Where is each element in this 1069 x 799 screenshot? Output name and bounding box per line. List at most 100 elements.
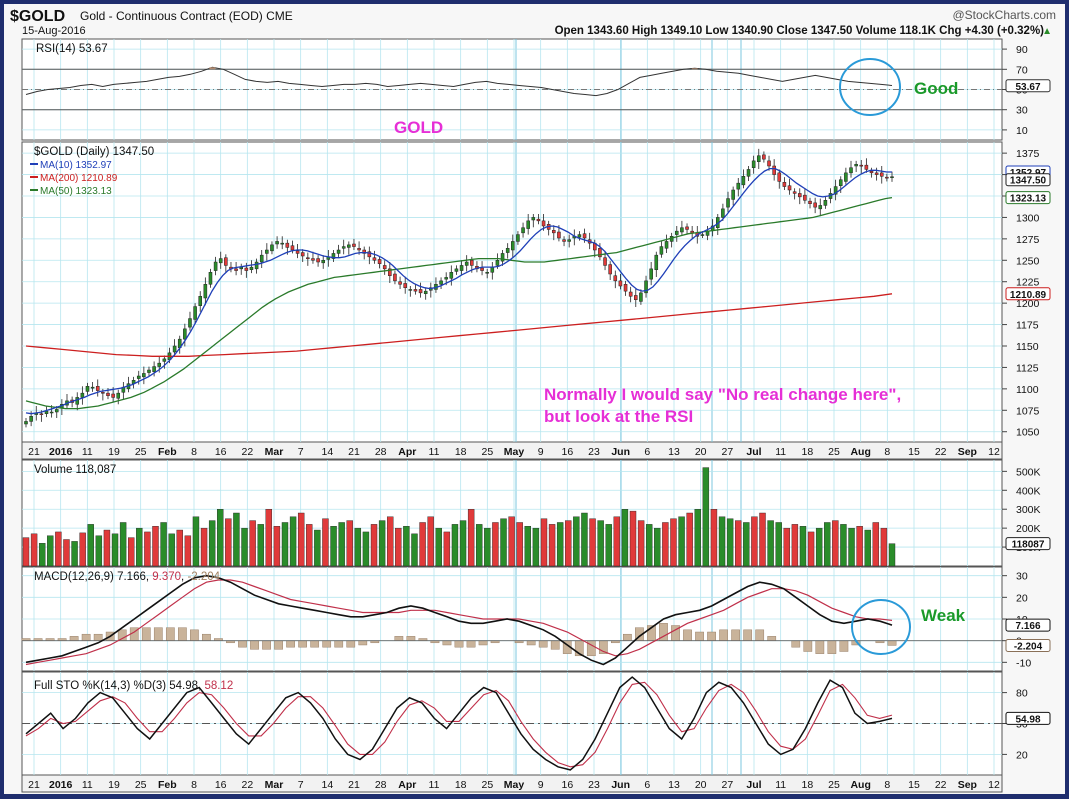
candle-body (864, 164, 869, 170)
date-tick-label: 15 (908, 446, 920, 458)
date-tick-label: 11 (775, 779, 786, 791)
volume-bar (573, 516, 580, 567)
candle-body (495, 260, 500, 266)
candle-body (664, 241, 669, 249)
volume-bar (556, 522, 564, 567)
macd-histogram-bar (526, 640, 536, 646)
candle-body (634, 295, 638, 300)
volume-bar (540, 518, 548, 567)
candle-body (295, 250, 300, 254)
candle-body (818, 205, 823, 210)
volume-bar (451, 524, 459, 567)
volume-bar (346, 520, 353, 567)
date-tick-label: 9 (538, 779, 544, 791)
volume-bar (87, 524, 94, 567)
macd-histogram-bar (623, 633, 632, 641)
macd-histogram-bar (803, 640, 813, 652)
candle-body (116, 392, 121, 399)
macd-histogram-bar (707, 631, 716, 641)
date-tick-label: 21 (348, 446, 360, 458)
candle-body (557, 231, 561, 239)
date-tick-label: Feb (158, 446, 177, 458)
volume-bar (848, 527, 855, 567)
candle-body (275, 241, 279, 245)
candle-body (838, 179, 843, 186)
sto-title: Full STO %K(14,3) %D(3) 54.98, 58.12 (34, 680, 233, 692)
volume-bar (411, 533, 418, 567)
macd-histogram-bar (202, 633, 211, 641)
volume-bar (63, 539, 70, 567)
macd-histogram-bar (93, 633, 103, 641)
candle-body (844, 172, 848, 182)
candle-body (582, 233, 587, 239)
volume-bar (79, 532, 86, 567)
candle-body (782, 182, 787, 187)
date-tick-label: 8 (191, 779, 197, 791)
volume-title: Volume 118,087 (34, 464, 116, 476)
date-tick-label: Aug (850, 446, 870, 458)
macd-histogram-bar (141, 627, 151, 641)
volume-bar (743, 522, 750, 567)
date-tick-label: 7 (298, 446, 304, 458)
candle-body (577, 234, 582, 238)
candle-body (464, 261, 469, 266)
macd-histogram-bar (550, 640, 560, 650)
y-tick-label: 1125 (1016, 362, 1039, 374)
volume-bar (47, 535, 54, 567)
volume-bar (880, 527, 888, 567)
date-tick-label: 18 (801, 446, 813, 458)
candle-body (772, 165, 776, 175)
candle-body (157, 362, 162, 367)
chart-frame: $GOLD Gold - Continuous Contract (EOD) C… (4, 4, 1065, 794)
candle-body (777, 172, 782, 182)
volume-bar (718, 516, 726, 567)
macd-histogram-bar (178, 627, 187, 641)
candle-body (874, 172, 879, 175)
candle-body (675, 230, 679, 235)
y-tick-label: 20 (1016, 592, 1028, 604)
volume-bar (208, 520, 216, 567)
volume-bar (119, 522, 127, 567)
candle-body (541, 220, 546, 227)
volume-bar (516, 522, 523, 567)
macd-histogram-bar (69, 636, 79, 641)
main-comment-line2: but look at the RSI (544, 407, 693, 426)
volume-bar (386, 516, 394, 567)
candle-body (352, 243, 356, 247)
date-tick-label: Jun (611, 779, 630, 791)
date-tick-label: 27 (721, 779, 733, 791)
candle-body (101, 392, 105, 394)
volume-bar (435, 527, 442, 567)
candle-body (377, 259, 382, 264)
volume-bar (888, 543, 896, 567)
volume-bar (637, 520, 645, 567)
candle-body (449, 272, 454, 279)
date-axis-strip-bottom (21, 774, 1003, 793)
y-tick-label: 30 (1016, 571, 1028, 583)
macd-hist-tag: -2.204 (1014, 641, 1043, 652)
macd-histogram-bar (683, 629, 692, 641)
macd-histogram-bar (466, 640, 476, 648)
candle-body (90, 386, 95, 389)
chg-arrow-icon: ▲ (1042, 26, 1052, 37)
date-tick-label: Jun (611, 446, 630, 458)
date-tick-label: 25 (828, 446, 840, 458)
volume-bar (710, 509, 718, 567)
macd-highlight-circle (851, 599, 911, 655)
volume-bar (55, 531, 62, 567)
candle-body (336, 249, 341, 254)
macd-histogram-bar (538, 640, 548, 648)
candle-body (152, 366, 156, 372)
volume-bar (759, 512, 766, 567)
macd-histogram-bar (250, 640, 259, 650)
date-tick-label: 21 (348, 779, 360, 791)
macd-histogram-bar (454, 640, 464, 648)
volume-bar (322, 518, 329, 567)
volume-bar (273, 526, 281, 567)
volume-bar (872, 522, 880, 567)
candle-body (762, 154, 766, 160)
date-tick-label: May (504, 446, 525, 458)
ma10-legend: MA(10) 1352.97 (40, 160, 112, 171)
date-tick-label: Sep (958, 446, 977, 458)
volume-bar (419, 522, 426, 567)
